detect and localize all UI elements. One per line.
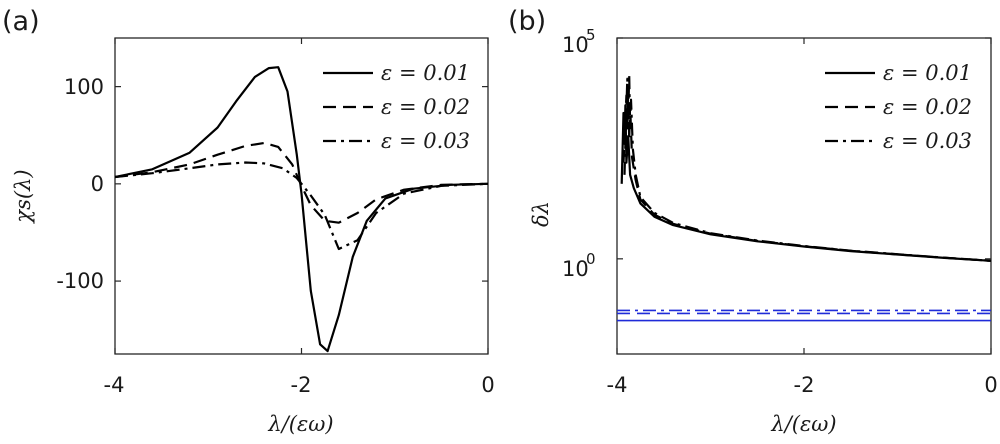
panel-a-lines (115, 66, 488, 353)
panel-b-xtick-label: -2 (794, 373, 815, 397)
panel-b-ytick-label-top: 10 5 (562, 26, 596, 57)
panel-b-ylabel: δλ (529, 201, 553, 227)
panel-b-xtick-label: -4 (607, 373, 628, 397)
panel-a-legend: ε = 0.01 ε = 0.02 ε = 0.03 (323, 61, 470, 153)
panel-b-tag: (b) (508, 6, 546, 37)
panel-a-xtick-label: -4 (104, 373, 125, 397)
panel-b-ytick-exp: 5 (586, 26, 596, 44)
panel-b-ytick-exp: 0 (586, 250, 596, 268)
panel-a-xtick-label: 0 (481, 373, 494, 397)
panel-b-ytick-base: 10 (562, 257, 589, 281)
panel-b-ytick-base: 10 (562, 33, 589, 57)
legend-label: ε = 0.02 (381, 95, 470, 119)
panel-a-ytick-label: 100 (64, 75, 104, 99)
panel-a: (a) -4 -2 0 100 0 -100 λ/(εω) χs(λ) ε = … (2, 6, 495, 436)
legend-label: ε = 0.03 (883, 129, 972, 153)
panel-b-legend: ε = 0.01 ε = 0.02 ε = 0.03 (825, 61, 972, 153)
panel-a-ytick-label: -100 (56, 269, 104, 293)
legend-label: ε = 0.01 (381, 61, 470, 85)
panel-b-xlabel: λ/(εω) (770, 412, 836, 436)
series-line-2 (115, 161, 488, 251)
panel-a-ylabel: χs(λ) (11, 169, 35, 224)
legend-label: ε = 0.03 (381, 129, 470, 153)
series-line-0 (115, 66, 488, 353)
panel-a-xlabel: λ/(εω) (267, 412, 333, 436)
panel-b-axes-box (616, 37, 992, 355)
panel-a-xtick-label: -2 (291, 373, 312, 397)
panel-b: (b) -4 -2 0 10 5 10 0 λ/(εω) δλ ε = 0.01… (508, 6, 998, 436)
legend-label: ε = 0.01 (883, 61, 972, 85)
legend-label: ε = 0.02 (883, 95, 972, 119)
series-line-1 (115, 141, 488, 224)
panel-b-ytick-label-mid: 10 0 (562, 250, 596, 281)
panel-b-ticks (616, 37, 992, 354)
series-line-2 (623, 73, 991, 262)
panel-a-ytick-label: 0 (91, 172, 104, 196)
panel-a-tag: (a) (2, 6, 40, 37)
panel-b-xtick-label: 0 (984, 373, 997, 397)
panel-b-lines (617, 73, 991, 322)
